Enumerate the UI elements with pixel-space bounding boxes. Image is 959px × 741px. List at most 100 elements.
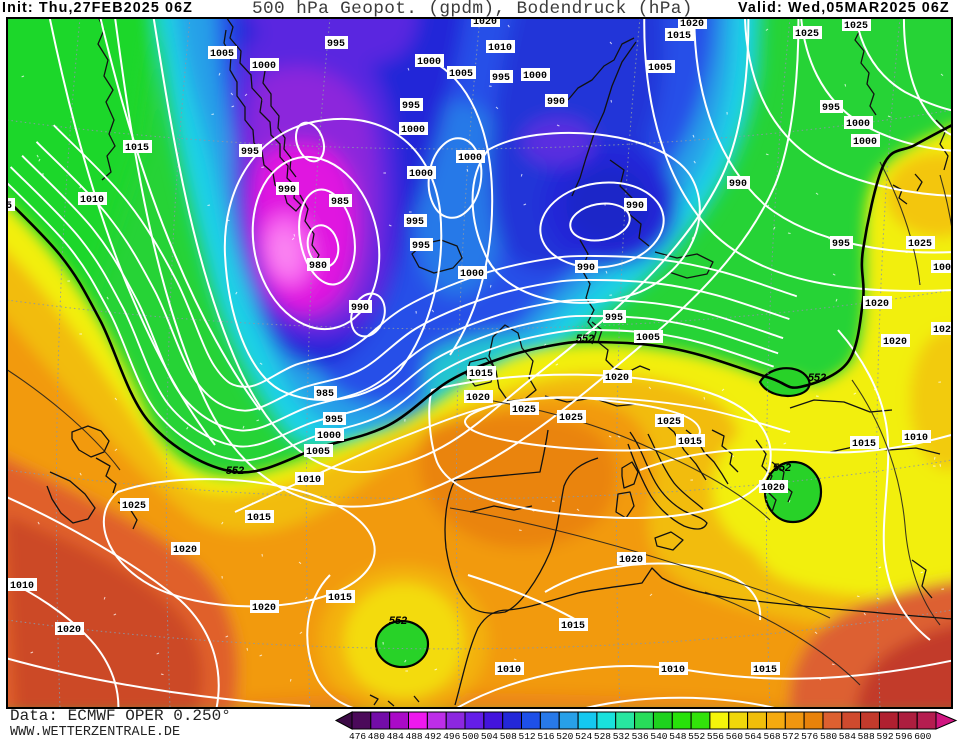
svg-text:1000: 1000 [458,153,482,164]
svg-text:488: 488 [406,731,423,741]
svg-text:592: 592 [877,731,894,741]
svg-text:1025: 1025 [559,413,583,424]
svg-text:540: 540 [650,731,667,741]
svg-text:1015: 1015 [247,513,271,524]
svg-text:980: 980 [309,261,327,272]
svg-text:1015: 1015 [125,143,149,154]
svg-text:508: 508 [500,731,517,741]
svg-text:990: 990 [729,179,747,190]
svg-text:1000: 1000 [460,269,484,280]
svg-text:536: 536 [632,731,649,741]
svg-text:1020: 1020 [473,17,497,28]
svg-text:572: 572 [782,731,799,741]
svg-text:1020: 1020 [680,19,704,30]
svg-text:1015: 1015 [667,31,691,42]
svg-text:560: 560 [726,731,743,741]
svg-text:520: 520 [556,731,573,741]
svg-text:990: 990 [351,303,369,314]
svg-text:995: 995 [832,239,850,250]
svg-text:1025: 1025 [512,405,536,416]
svg-text:552: 552 [389,615,407,627]
svg-text:1000: 1000 [523,71,547,82]
svg-text:576: 576 [801,731,818,741]
svg-text:990: 990 [278,185,296,196]
svg-text:1020: 1020 [252,603,276,614]
svg-text:1020: 1020 [883,337,907,348]
svg-text:985: 985 [316,389,334,400]
svg-text:995: 995 [325,415,343,426]
svg-text:1010: 1010 [488,43,512,54]
svg-text:990: 990 [577,263,595,274]
svg-text:995: 995 [406,217,424,228]
svg-text:1010: 1010 [297,475,321,486]
svg-text:1015: 1015 [753,665,777,676]
svg-text:995: 995 [0,201,12,212]
svg-text:552: 552 [808,372,826,384]
svg-text:1000: 1000 [317,431,341,442]
svg-text:1000: 1000 [401,125,425,136]
svg-text:1005: 1005 [636,333,660,344]
svg-text:1000: 1000 [846,119,870,130]
svg-text:1020: 1020 [865,299,889,310]
svg-text:1000: 1000 [409,169,433,180]
svg-text:1000: 1000 [933,263,957,274]
svg-text:985: 985 [331,197,349,208]
svg-text:1020: 1020 [761,483,785,494]
svg-text:1010: 1010 [661,665,685,676]
svg-text:1020: 1020 [605,373,629,384]
svg-text:1005: 1005 [449,69,473,80]
svg-text:995: 995 [241,147,259,158]
svg-text:580: 580 [820,731,837,741]
svg-text:1000: 1000 [417,57,441,68]
svg-text:524: 524 [575,731,592,741]
svg-text:1025: 1025 [122,501,146,512]
svg-text:480: 480 [368,731,385,741]
svg-text:532: 532 [613,731,630,741]
svg-text:1020: 1020 [466,393,490,404]
svg-text:1015: 1015 [469,369,493,380]
svg-text:1005: 1005 [648,63,672,74]
svg-text:1015: 1015 [852,439,876,450]
svg-text:556: 556 [707,731,724,741]
svg-text:1005: 1005 [306,447,330,458]
svg-text:1020: 1020 [933,325,957,336]
svg-text:1015: 1015 [561,621,585,632]
svg-text:1000: 1000 [252,61,276,72]
svg-text:596: 596 [895,731,912,741]
svg-text:1010: 1010 [10,581,34,592]
svg-text:1020: 1020 [619,555,643,566]
svg-text:1020: 1020 [173,545,197,556]
svg-text:552: 552 [773,462,791,474]
svg-text:568: 568 [764,731,781,741]
svg-text:504: 504 [481,731,498,741]
svg-text:500: 500 [462,731,479,741]
svg-text:528: 528 [594,731,611,741]
svg-text:1000: 1000 [853,137,877,148]
svg-text:1020: 1020 [57,625,81,636]
svg-text:1010: 1010 [904,433,928,444]
svg-text:1025: 1025 [657,417,681,428]
svg-text:995: 995 [822,103,840,114]
svg-text:1025: 1025 [795,29,819,40]
svg-text:995: 995 [605,313,623,324]
svg-text:548: 548 [669,731,686,741]
svg-text:476: 476 [349,731,366,741]
svg-text:995: 995 [492,73,510,84]
svg-text:588: 588 [858,731,875,741]
svg-text:552: 552 [576,333,594,345]
svg-text:600: 600 [914,731,931,741]
svg-text:1015: 1015 [678,437,702,448]
svg-text:990: 990 [547,97,565,108]
svg-text:1010: 1010 [497,665,521,676]
svg-text:492: 492 [424,731,441,741]
svg-text:995: 995 [327,39,345,50]
svg-text:512: 512 [519,731,536,741]
svg-text:1010: 1010 [80,195,104,206]
svg-text:995: 995 [412,241,430,252]
svg-text:1025: 1025 [844,21,868,32]
svg-text:990: 990 [626,201,644,212]
svg-text:564: 564 [745,731,762,741]
svg-text:552: 552 [688,731,705,741]
svg-text:484: 484 [387,731,404,741]
svg-text:1025: 1025 [908,239,932,250]
